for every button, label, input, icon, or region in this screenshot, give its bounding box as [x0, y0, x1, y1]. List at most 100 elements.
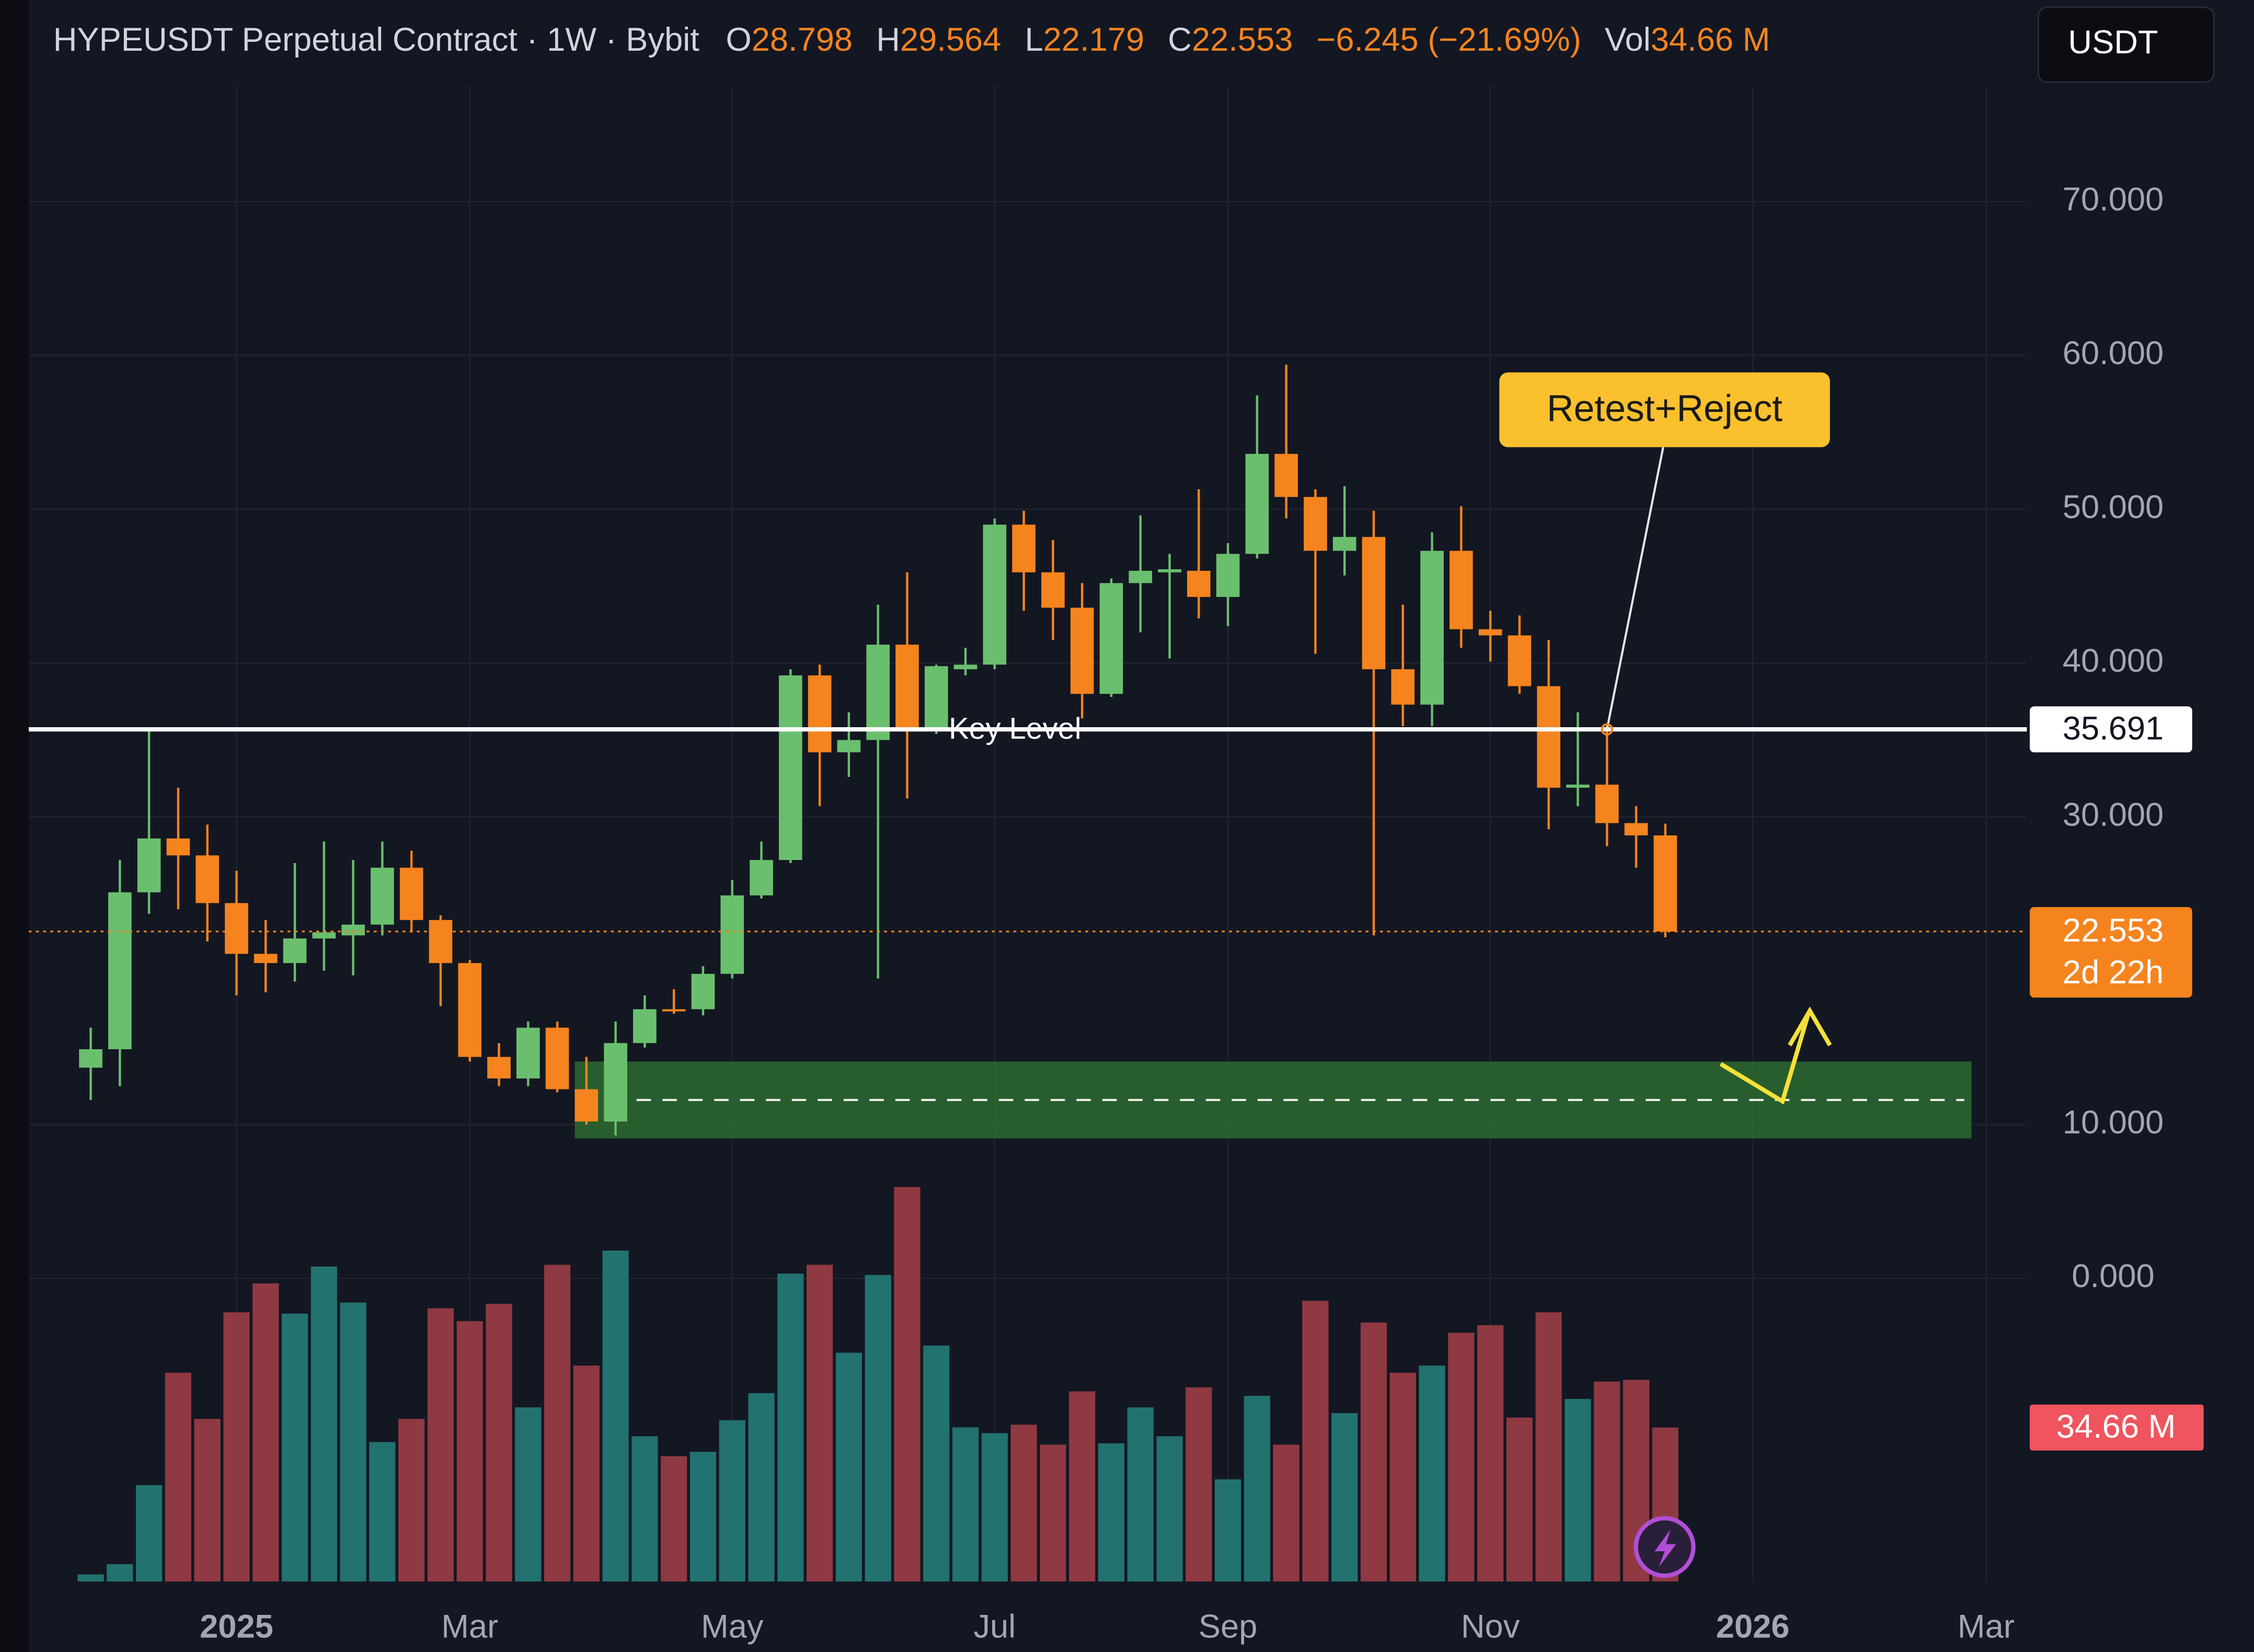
volume-bar	[1506, 1417, 1533, 1582]
key-level-label: Key Level	[949, 712, 1082, 745]
candle-body	[254, 954, 278, 963]
candle-body	[341, 924, 365, 936]
volume-bar	[369, 1442, 396, 1582]
overlay-layer: Key Level 35.691 22.553 2d 22h 34.66 M Retest…	[29, 372, 2204, 1451]
volume-box	[2030, 1404, 2204, 1451]
volume-bar	[1040, 1444, 1066, 1582]
currency-button[interactable]	[2038, 6, 2215, 83]
x-tick-label: Jul	[973, 1609, 1016, 1645]
candle-body	[750, 860, 773, 896]
legend-label: C	[1168, 21, 1192, 58]
volume-bar	[1594, 1381, 1620, 1582]
candle-body	[837, 740, 861, 753]
candle-body	[1129, 570, 1153, 583]
candle-body	[1450, 550, 1473, 629]
volume-bar	[456, 1321, 483, 1582]
volume-bar	[807, 1265, 833, 1582]
volume-bar	[1156, 1436, 1183, 1582]
volume-bar	[1331, 1413, 1358, 1582]
volume-bar	[689, 1452, 717, 1582]
legend-label: H	[876, 21, 900, 58]
volume-bar	[1419, 1366, 1445, 1582]
candle-body	[779, 675, 802, 861]
candle-body	[516, 1027, 540, 1079]
countdown-label: 2d 22h	[2063, 954, 2164, 991]
candle-body	[108, 892, 132, 1049]
candle-body	[1216, 554, 1240, 597]
legend-value: 34.66 M	[1651, 21, 1770, 58]
candle-body	[924, 666, 948, 729]
volume-bar	[136, 1485, 163, 1582]
price-label: 22.553	[2063, 912, 2164, 949]
volume-bar	[310, 1266, 337, 1582]
volume-bar	[1069, 1391, 1096, 1582]
candle-body	[691, 973, 715, 1009]
y-tick-label: 10.000	[2063, 1104, 2164, 1141]
y-tick-label: 50.000	[2063, 489, 2164, 525]
chart-title: HYPEUSDT Perpetual Contract · 1W · Bybit	[53, 21, 700, 58]
candle-body	[1158, 569, 1181, 572]
candle-body	[574, 1089, 599, 1122]
candle-body	[429, 920, 453, 963]
volume-bar	[515, 1407, 542, 1582]
y-tick-label: 70.000	[2063, 181, 2164, 217]
volume-bar	[1273, 1444, 1300, 1582]
volume-bar	[1448, 1333, 1475, 1582]
y-tick-label: 30.000	[2063, 796, 2164, 833]
volume-bar	[1010, 1425, 1037, 1582]
x-tick-label: Nov	[1461, 1609, 1520, 1645]
candle-body	[545, 1027, 569, 1089]
volume-bar	[1389, 1372, 1416, 1582]
volume-bar	[748, 1393, 775, 1582]
currency-label[interactable]: USDT	[2068, 24, 2158, 61]
legend-value: 28.798	[752, 21, 853, 58]
volume-bar	[631, 1436, 658, 1582]
candle-body	[458, 963, 482, 1057]
header: HYPEUSDT Perpetual Contract · 1W · Bybit…	[53, 21, 1770, 58]
candle-body	[720, 895, 744, 974]
volume-bar	[952, 1427, 979, 1582]
annotation-pointer	[1606, 446, 1664, 730]
volume-bar	[107, 1564, 133, 1582]
y-tick-label: 40.000	[2063, 643, 2164, 679]
volume-bar	[544, 1265, 571, 1582]
candle-body	[1274, 454, 1298, 497]
volume-bar	[194, 1419, 221, 1582]
candle-body	[1537, 686, 1560, 788]
volume-bar	[981, 1433, 1008, 1582]
volume-bar	[923, 1345, 950, 1582]
volume-bar	[165, 1372, 192, 1582]
candle-body	[1391, 669, 1415, 705]
candle-body	[487, 1057, 511, 1079]
volume-bar	[777, 1274, 804, 1582]
key-level-box	[2030, 706, 2192, 753]
volume-bar	[486, 1304, 512, 1582]
legend-label: L	[1025, 21, 1043, 58]
volume-bar	[602, 1251, 629, 1582]
volume-bar	[835, 1352, 862, 1582]
volume-layer	[77, 1187, 1678, 1582]
volume-bar	[1127, 1407, 1154, 1582]
volume-bar	[1302, 1301, 1329, 1582]
volume-bar	[252, 1283, 279, 1582]
candle-body	[399, 867, 423, 920]
x-tick-label: Sep	[1199, 1609, 1258, 1645]
annotation-anchor	[1601, 723, 1613, 736]
candle-body	[604, 1043, 627, 1122]
volume-bar	[1098, 1443, 1125, 1582]
x-tick-label: 2025	[200, 1609, 273, 1645]
volume-bar	[223, 1312, 250, 1582]
alert-icon-bolt[interactable]	[1654, 1530, 1676, 1567]
volume-bar	[1477, 1325, 1504, 1582]
volume-bar	[573, 1366, 600, 1582]
candle-body	[1420, 550, 1444, 705]
legend-value: 22.179	[1043, 21, 1144, 58]
legend-value: 29.564	[900, 21, 1001, 58]
change-label: −6.245 (−21.69%)	[1316, 21, 1581, 58]
candle-body	[166, 838, 190, 856]
candle-body	[1187, 570, 1211, 597]
arrow-sketch	[1719, 1013, 1811, 1105]
